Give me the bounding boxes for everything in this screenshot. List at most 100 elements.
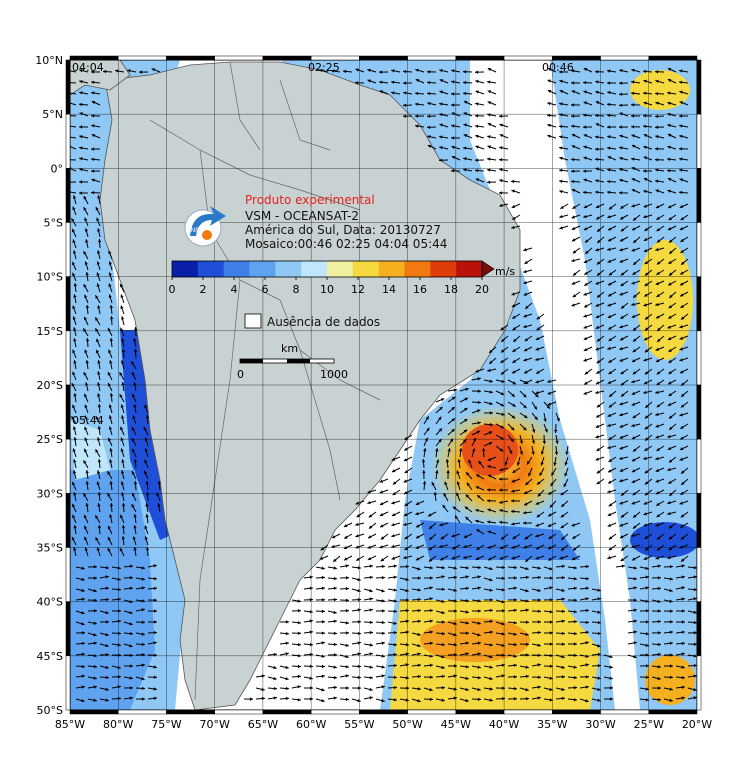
- wind-arrow-head: [109, 338, 114, 342]
- wind-arrow-head: [668, 536, 673, 540]
- wind-arrow-head: [91, 101, 96, 105]
- longitude-label: 65°W: [248, 718, 278, 731]
- wind-arrow-head: [656, 239, 661, 243]
- wind-arrow-head: [117, 587, 121, 592]
- wind-arrow-head: [463, 100, 468, 104]
- wind-arrow-head: [680, 558, 685, 562]
- wind-arrow-head: [680, 536, 685, 540]
- wind-arrow-head: [427, 91, 431, 96]
- wind-arrow-head: [559, 189, 563, 194]
- wind-arrow-head: [657, 576, 661, 580]
- wind-arrow-head: [475, 369, 479, 373]
- wind-arrow-head: [519, 451, 524, 455]
- wind-arrow-head: [547, 134, 551, 138]
- wind-arrow-head: [667, 123, 671, 128]
- wind-arrow-head: [657, 619, 661, 624]
- wind-arrow-head: [151, 68, 156, 72]
- wind-arrow-head: [525, 481, 529, 486]
- wind-arrow-head: [487, 545, 492, 549]
- wind-arrow-head: [516, 462, 521, 466]
- wind-arrow-head: [528, 472, 532, 477]
- wind-arrow-head: [512, 348, 516, 352]
- colorbar-tick-label: 18: [444, 283, 458, 296]
- wind-arrow-head: [513, 565, 517, 570]
- wind-arrow-head: [607, 247, 611, 251]
- latitude-label: 5°N: [42, 108, 63, 121]
- wind-arrow-head: [393, 621, 397, 625]
- wind-arrow-head: [667, 101, 671, 105]
- wind-arrow-head: [536, 546, 540, 550]
- wind-arrow-head: [105, 643, 109, 648]
- wind-arrow-head: [422, 481, 427, 485]
- wind-arrow-head: [463, 555, 467, 560]
- wind-arrow-head: [693, 631, 697, 635]
- latitude-label: 20°S: [37, 379, 63, 392]
- wind-arrow-head: [693, 597, 697, 601]
- wind-arrow-head: [72, 195, 77, 199]
- longitude-label: 45°W: [441, 718, 471, 731]
- wind-arrow-head: [549, 687, 553, 692]
- wind-arrow-head: [429, 619, 433, 623]
- map-border-ticks: [65, 55, 702, 715]
- wind-arrow-head: [403, 555, 407, 560]
- wind-arrow-head: [607, 125, 611, 129]
- wind-arrow-head: [680, 491, 684, 495]
- wind-arrow-head: [620, 272, 625, 276]
- wind-arrow-head: [667, 112, 671, 117]
- wind-arrow-head: [668, 480, 672, 484]
- wind-arrow-head: [73, 437, 77, 441]
- wind-arrow-head: [121, 382, 125, 386]
- wind-arrow-head: [632, 525, 637, 529]
- wind-arrow-head: [357, 664, 361, 669]
- wind-arrow-head: [333, 653, 337, 657]
- wind-arrow-head: [681, 575, 685, 579]
- wind-arrow-head: [583, 145, 587, 149]
- colorbar-tick-labels: 0 2 4 6 8 10 12 14 16 18 20: [169, 277, 489, 296]
- wind-arrow-head: [679, 114, 683, 118]
- wind-arrow-head: [512, 359, 516, 363]
- wind-arrow-head: [596, 360, 601, 364]
- wind-arrow-head: [424, 437, 428, 442]
- wind-arrow-head: [391, 533, 395, 538]
- wind-arrow-head: [369, 564, 373, 568]
- wind-arrow-head: [463, 80, 467, 85]
- wind-arrow-head: [345, 621, 349, 625]
- wind-arrow-head: [369, 630, 373, 635]
- wind-arrow-head: [471, 448, 476, 452]
- wind-arrow-head: [333, 685, 337, 690]
- wind-arrow-head: [531, 440, 536, 444]
- wind-arrow-head: [619, 146, 623, 150]
- wind-arrow-head: [607, 259, 612, 263]
- wind-arrow-head: [477, 400, 481, 405]
- wind-arrow-head: [667, 555, 671, 560]
- wind-arrow-head: [561, 642, 565, 646]
- wind-arrow-head: [680, 370, 684, 374]
- wind-arrow-head: [680, 470, 685, 474]
- wind-arrow-head: [405, 598, 409, 602]
- wind-arrow-head: [439, 69, 443, 73]
- wind-arrow-head: [71, 383, 75, 387]
- wind-arrow-head: [489, 349, 493, 353]
- wind-arrow-head: [668, 381, 672, 385]
- wind-arrow-head: [261, 687, 265, 692]
- wind-arrow-head: [79, 167, 83, 172]
- wind-arrow-head: [405, 686, 409, 690]
- wind-arrow-head: [631, 436, 636, 440]
- wind-arrow-head: [500, 359, 504, 363]
- wind-arrow-head: [679, 69, 683, 73]
- wind-arrow-head: [71, 536, 75, 541]
- wind-arrow-head: [499, 477, 503, 481]
- wind-arrow-head: [108, 283, 112, 287]
- wind-arrow-head: [417, 567, 421, 571]
- wind-arrow-head: [583, 259, 588, 263]
- wind-arrow-head: [108, 415, 113, 419]
- wind-arrow-head: [489, 598, 493, 602]
- wind-arrow-head: [108, 404, 113, 408]
- wind-arrow-head: [561, 576, 565, 580]
- wind-arrow-head: [97, 305, 101, 309]
- wind-arrow-head: [441, 631, 445, 636]
- wind-arrow-head: [453, 609, 457, 613]
- wind-arrow-head: [499, 448, 504, 452]
- wind-arrow-head: [415, 501, 420, 505]
- wind-arrow-head: [693, 587, 697, 592]
